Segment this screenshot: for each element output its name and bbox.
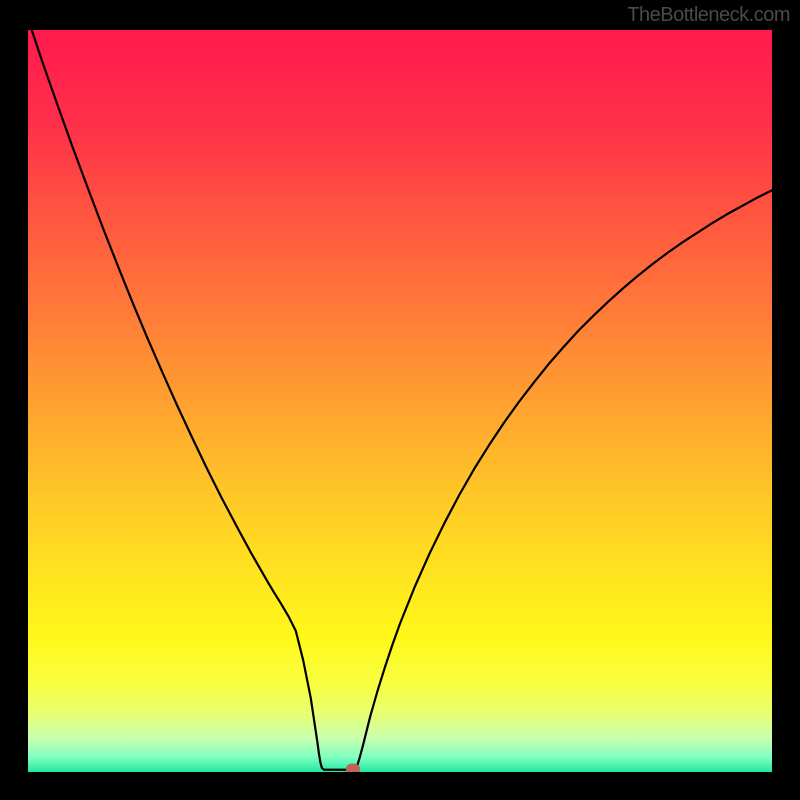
optimum-marker xyxy=(346,764,360,772)
bottleneck-curve xyxy=(28,30,772,772)
plot-area xyxy=(28,30,772,772)
watermark-text: TheBottleneck.com xyxy=(627,4,790,27)
